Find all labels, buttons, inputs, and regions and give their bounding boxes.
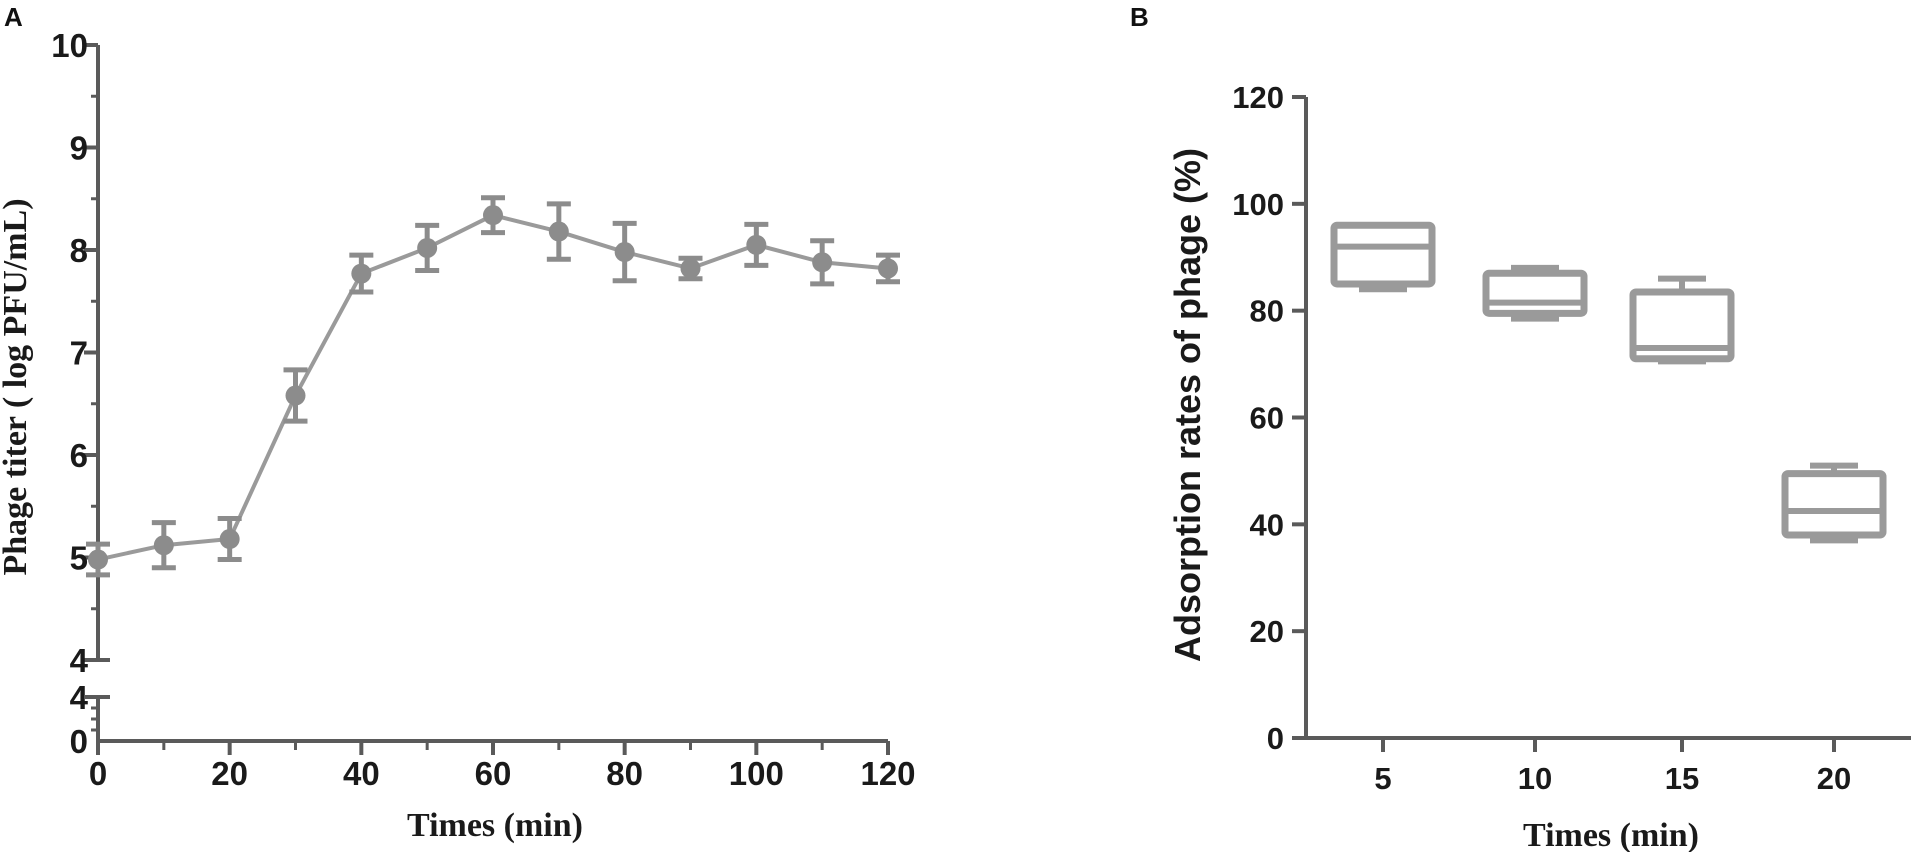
chart-b-y-tick-label: 20 (1250, 614, 1284, 649)
chart-b-y-tick-label: 120 (1232, 80, 1284, 115)
chart-a-y-tick-label-origin: 0 (70, 723, 88, 760)
chart-b-y-tick-label: 40 (1250, 507, 1284, 542)
chart-a-x-tick-label: 80 (606, 755, 643, 792)
chart-a-data-point (417, 237, 438, 258)
panel-label-a: A (4, 2, 23, 32)
chart-a-x-tick-label: 60 (475, 755, 512, 792)
chart-a-data-point (614, 242, 635, 263)
chart-a-x-tick-label: 100 (729, 755, 784, 792)
chart-b-axes (1304, 97, 1911, 740)
chart-a-data-point (483, 205, 503, 226)
chart-b-y-tick-label: 80 (1250, 294, 1284, 329)
chart-a-y-tick-label-lower: 4 (70, 679, 89, 716)
chart-a-data-point (812, 252, 833, 273)
chart-b-x-tick-label: 20 (1817, 761, 1851, 796)
chart-a-data-point (285, 385, 306, 406)
chart-a-x-tick-label: 40 (343, 755, 380, 792)
chart-b-marks (1330, 221, 1887, 544)
chart-a-x-axis-title: Times (min) (407, 807, 583, 844)
chart-a-y-tick-label: 7 (70, 335, 88, 372)
chart-a-y-tick-label: 10 (51, 27, 88, 64)
chart-b-y-axis-title: Adsorption rates of phage (%) (1167, 148, 1208, 662)
chart-b-ticks: 0 20 40 60 80 100 120 5 10 15 20 (1232, 80, 1851, 796)
chart-a-y-tick-label: 5 (70, 540, 88, 577)
chart-a-data-point (219, 529, 240, 550)
chart-a-y-tick-label: 9 (70, 130, 88, 167)
chart-a-data-point (746, 234, 767, 255)
chart-a-x-tick-label: 0 (89, 755, 107, 792)
chart-a-data-point (878, 258, 898, 279)
chart-a-data-point (88, 549, 108, 570)
chart-a-marks (86, 195, 900, 578)
chart-b: 0 20 40 60 80 100 120 5 10 15 20 Times (min) Adsor… (1167, 80, 1911, 852)
chart-b-x-axis-title: Times (min) (1523, 817, 1699, 852)
chart-a-x-tick-label: 20 (211, 755, 248, 792)
chart-a-data-point (680, 258, 701, 279)
chart-b-box (1781, 470, 1887, 539)
chart-b-y-tick-label: 0 (1267, 721, 1284, 756)
chart-a-data-point (351, 263, 372, 284)
chart-a-series-line (97, 213, 889, 562)
chart-a-y-tick-label: 4 (70, 642, 89, 679)
chart-a-data-point (548, 221, 569, 242)
panel-label-b: B (1130, 2, 1149, 32)
chart-b-box (1330, 221, 1436, 288)
chart-a-y-tick-label: 6 (70, 437, 88, 474)
chart-b-x-tick-label: 5 (1374, 761, 1391, 796)
chart-a-axes (96, 45, 888, 743)
chart-a-x-tick-label: 120 (860, 755, 915, 792)
chart-a-data-point (153, 535, 174, 556)
chart-a-y-tick-label: 8 (70, 232, 88, 269)
chart-a-y-axis-title: Phage titer ( log PFU/mL) (0, 198, 34, 575)
chart-b-x-tick-label: 10 (1518, 761, 1552, 796)
chart-b-x-tick-label: 15 (1665, 761, 1699, 796)
chart-b-y-tick-label: 60 (1250, 401, 1284, 436)
chart-b-y-tick-label: 100 (1232, 187, 1284, 222)
chart-b-box (1482, 269, 1588, 317)
